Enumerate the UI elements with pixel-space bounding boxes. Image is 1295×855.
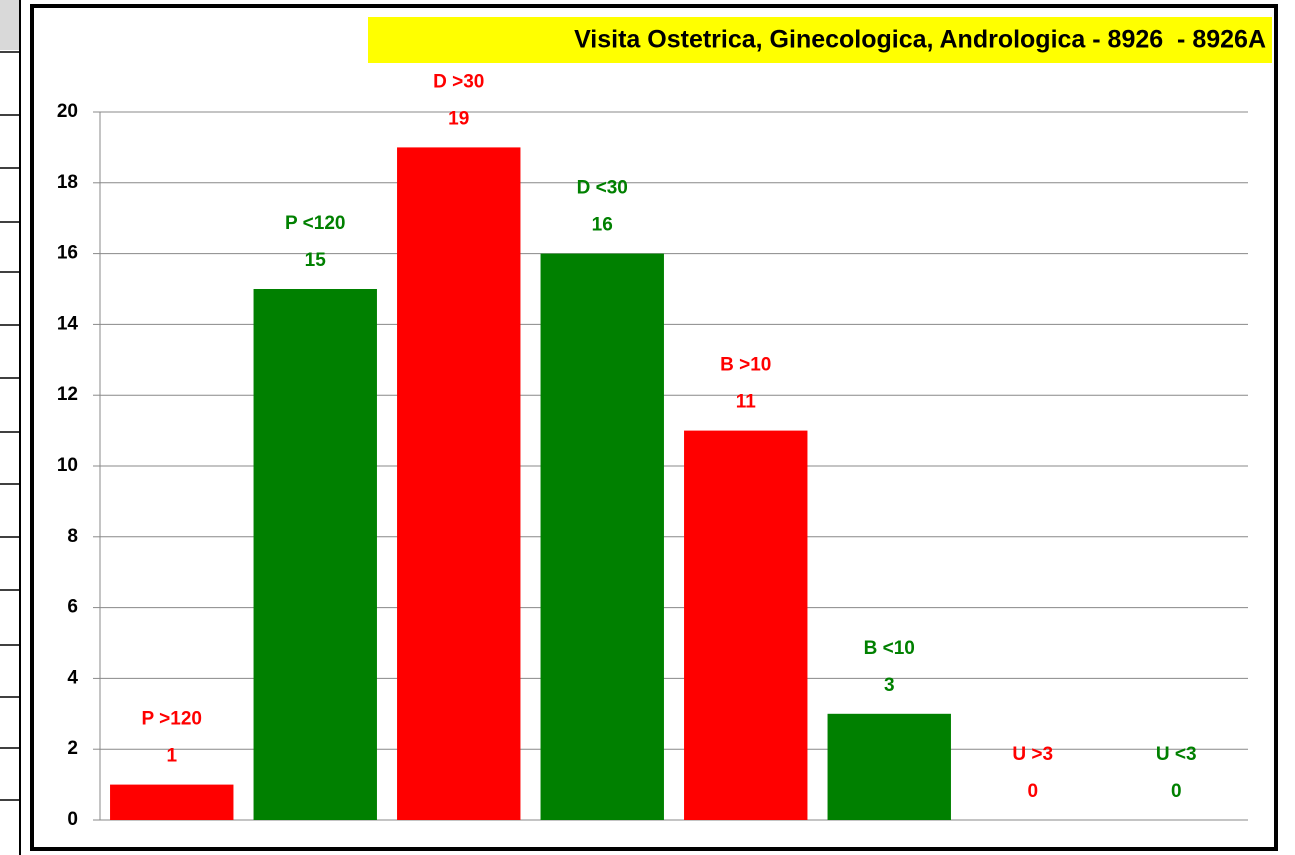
data-label-name: D <30 [577,178,628,199]
data-label-name: B <10 [864,638,915,659]
data-label-value: 0 [1027,781,1038,802]
bar [827,713,951,820]
bar [684,430,808,820]
data-label-value: 11 [736,392,757,413]
data-label-name: P >120 [142,709,202,730]
title-box [368,17,1272,63]
chart-title: Visita Ostetrica, Ginecologica, Androlog… [574,26,1266,54]
y-tick-label: 2 [67,738,78,759]
data-label-name: B >10 [720,355,771,376]
side-table [0,0,21,855]
y-tick-label: 8 [67,526,78,547]
data-label-value: 0 [1171,781,1182,802]
data-label-name: P <120 [285,213,345,234]
table-rows [0,51,20,801]
bar [110,784,234,820]
data-label-value: 15 [305,250,327,271]
y-tick-label: 12 [57,384,78,405]
y-tick-label: 14 [57,313,79,334]
data-label-value: 19 [448,108,469,129]
y-tick-label: 6 [67,597,78,618]
y-tick-label: 18 [57,172,78,193]
data-label-name: U >3 [1012,744,1053,765]
bar [540,253,664,821]
y-tick-label: 16 [57,243,78,264]
bar [397,147,521,820]
data-label-value: 3 [884,675,895,696]
data-label-value: 16 [592,215,613,236]
y-tick-label: 20 [57,101,78,122]
y-tick-label: 10 [57,455,78,476]
data-label-name: U <3 [1156,744,1197,765]
y-tick-label: 0 [67,809,78,830]
data-label-value: 1 [166,746,177,767]
y-tick-label: 4 [67,667,78,688]
bar [253,289,377,820]
table-header-cell [0,0,20,50]
data-label-name: D >30 [433,71,484,92]
